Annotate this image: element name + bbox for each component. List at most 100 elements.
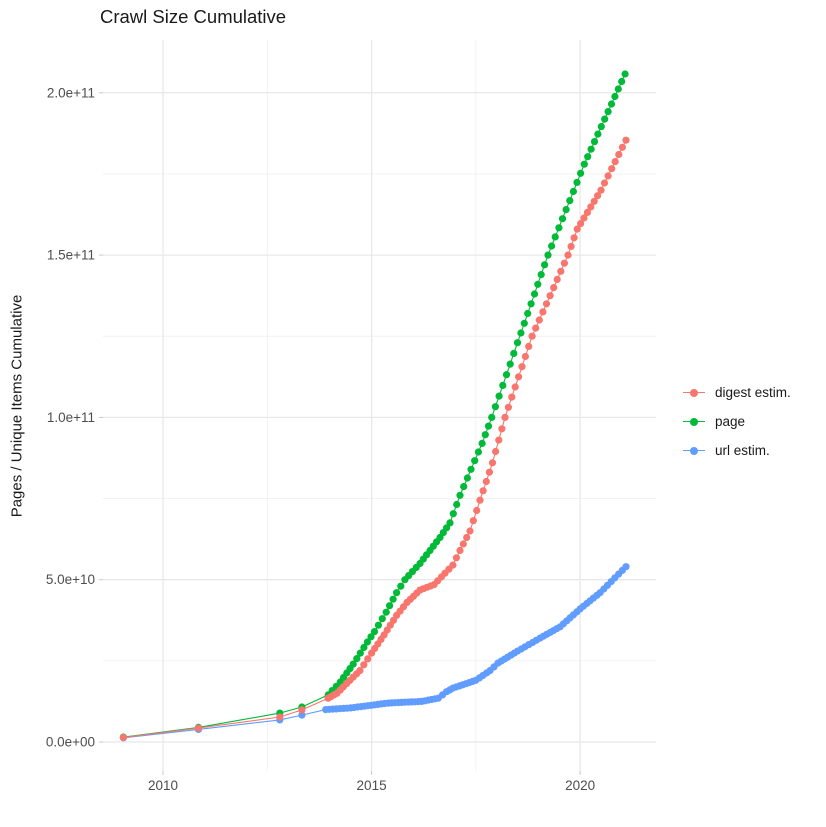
data-point-url-estim xyxy=(622,563,630,571)
data-point-digest-estim xyxy=(567,242,575,250)
data-point-page xyxy=(353,655,361,663)
data-point-digest-estim xyxy=(597,186,605,194)
data-point-page xyxy=(527,300,535,308)
data-point-digest-estim xyxy=(485,468,493,476)
x-tick-label: 2020 xyxy=(565,778,595,793)
data-point-digest-estim xyxy=(618,143,627,151)
data-point-digest-estim xyxy=(577,220,585,228)
data-point-digest-estim xyxy=(518,363,526,371)
data-point-digest-estim xyxy=(570,234,578,242)
data-point-page xyxy=(460,483,468,491)
data-point-page xyxy=(601,115,609,123)
data-point-digest-estim xyxy=(463,533,471,542)
data-point-digest-estim xyxy=(501,413,509,421)
data-point-page xyxy=(478,439,486,447)
data-point-page xyxy=(502,371,511,379)
data-point-page xyxy=(471,457,479,465)
data-point-page xyxy=(386,602,394,610)
data-point-page xyxy=(491,403,499,411)
data-point-digest-estim xyxy=(194,724,203,732)
data-point-page xyxy=(393,589,401,597)
data-point-page xyxy=(474,448,482,456)
data-point-page xyxy=(597,123,605,131)
y-tick-label: 1.0e+11 xyxy=(47,410,95,425)
data-point-page xyxy=(537,271,545,279)
data-point-page xyxy=(488,413,496,421)
y-tick-label: 0.0e+00 xyxy=(46,735,95,750)
chart-title: Crawl Size Cumulative xyxy=(100,6,287,27)
data-point-page xyxy=(577,169,585,177)
data-point-page xyxy=(520,319,528,327)
data-point-page xyxy=(524,309,532,318)
data-point-url-estim xyxy=(298,711,306,719)
data-point-digest-estim xyxy=(492,447,500,456)
data-point-page xyxy=(594,130,602,138)
data-point-digest-estim xyxy=(557,267,565,275)
data-point-digest-estim xyxy=(615,150,623,159)
data-point-digest-estim xyxy=(611,158,619,166)
data-point-page xyxy=(360,643,368,652)
data-point-page xyxy=(530,290,539,298)
data-point-page xyxy=(367,633,375,641)
data-point-digest-estim xyxy=(532,324,540,332)
data-point-page xyxy=(590,138,599,146)
data-point-digest-estim xyxy=(504,403,512,411)
data-point-digest-estim xyxy=(498,425,506,433)
data-point-digest-estim xyxy=(580,214,588,222)
data-point-digest-estim xyxy=(508,393,516,401)
data-point-page xyxy=(370,628,379,636)
data-point-page xyxy=(463,474,471,482)
data-point-page xyxy=(548,242,556,250)
data-point-page xyxy=(544,251,552,259)
data-point-digest-estim xyxy=(573,225,581,233)
data-point-page xyxy=(449,510,457,518)
data-point-digest-estim xyxy=(466,527,474,535)
data-point-page xyxy=(481,431,489,439)
data-point-page xyxy=(467,465,475,473)
data-point-page xyxy=(611,92,619,101)
legend-key-icon xyxy=(682,384,706,401)
data-point-page xyxy=(517,329,525,337)
data-point-page xyxy=(569,187,578,196)
legend-item: url estim. xyxy=(682,436,791,465)
data-point-page xyxy=(363,638,371,646)
data-point-digest-estim xyxy=(539,308,547,316)
data-point-digest-estim xyxy=(608,165,616,173)
data-point-digest-estim xyxy=(560,259,569,267)
data-point-digest-estim xyxy=(528,332,536,340)
data-point-page xyxy=(562,206,570,214)
data-point-digest-estim xyxy=(469,517,477,525)
legend-item: digest estim. xyxy=(682,378,791,407)
data-point-page xyxy=(397,582,405,590)
data-point-digest-estim xyxy=(473,506,481,515)
data-point-page xyxy=(513,339,522,347)
data-point-page xyxy=(580,160,588,168)
data-point-page xyxy=(499,381,507,389)
data-point-digest-estim xyxy=(360,661,368,669)
legend-item-label: url estim. xyxy=(715,443,770,458)
data-point-page xyxy=(604,108,612,116)
data-point-digest-estim xyxy=(604,172,612,180)
data-point-page xyxy=(378,615,386,623)
data-point-page xyxy=(506,360,514,368)
y-tick-label: 2.0e+11 xyxy=(47,85,95,100)
data-point-page xyxy=(356,649,364,657)
data-point-digest-estim xyxy=(356,667,364,675)
data-point-page xyxy=(510,349,518,357)
y-tick-label: 1.5e+11 xyxy=(47,248,95,263)
data-point-digest-estim xyxy=(515,373,523,381)
data-point-digest-estim xyxy=(459,540,467,548)
data-point-digest-estim xyxy=(456,546,464,555)
y-tick-label: 5.0e+10 xyxy=(46,572,95,587)
data-point-digest-estim xyxy=(590,197,598,205)
data-point-digest-estim xyxy=(479,487,487,495)
data-point-page xyxy=(566,197,574,205)
data-point-page xyxy=(484,422,493,430)
data-point-digest-estim xyxy=(298,706,306,714)
data-point-digest-estim xyxy=(546,292,554,300)
data-point-page xyxy=(573,178,581,186)
legend-item: page xyxy=(682,407,791,436)
data-point-page xyxy=(621,70,629,78)
data-point-digest-estim xyxy=(521,352,530,361)
